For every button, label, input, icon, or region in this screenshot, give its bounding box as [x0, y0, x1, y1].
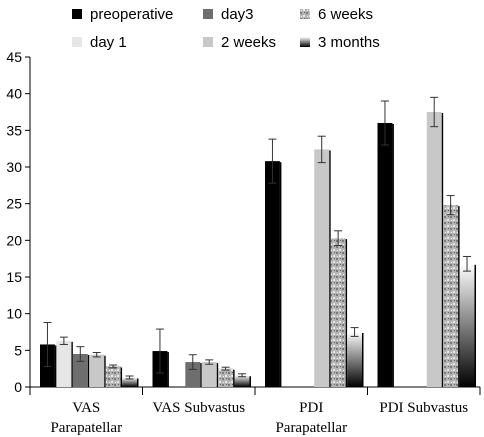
legend-label: 3 months	[318, 34, 380, 51]
bar-shadow	[200, 363, 202, 387]
y-tick-label: 30	[6, 159, 22, 175]
y-tick-label: 5	[14, 342, 22, 358]
x-tick-label: PDI Parapatellar	[275, 400, 347, 436]
bar-shadow	[458, 206, 460, 387]
bar	[459, 263, 475, 387]
legend-label: day3	[221, 6, 254, 23]
y-tick-label: 0	[14, 379, 22, 395]
x-tick-label: PDI Subvastus	[379, 400, 468, 416]
bar-shadow	[249, 376, 251, 387]
bar-shadow	[279, 162, 282, 387]
legend-swatch	[203, 9, 213, 19]
bar	[377, 123, 393, 387]
bar	[443, 205, 459, 387]
bar-shadow	[345, 239, 348, 387]
y-tick-label: 10	[6, 306, 22, 322]
bar	[56, 340, 72, 387]
bar	[89, 354, 105, 387]
bar-shadow	[120, 367, 123, 387]
legend-label: 2 weeks	[221, 34, 276, 51]
bar-shadow	[233, 369, 235, 387]
bar	[218, 368, 234, 387]
bar-shadow	[87, 355, 90, 387]
bar-shadow	[329, 150, 331, 387]
bar	[426, 112, 442, 387]
legend-label: preoperative	[90, 6, 173, 23]
legend-swatch	[300, 37, 310, 47]
bar-shadow	[167, 352, 169, 387]
bar	[314, 149, 330, 387]
legend-label: 6 weeks	[318, 6, 373, 23]
y-tick-label: 25	[6, 196, 22, 212]
bar-shadow	[441, 113, 444, 387]
bar-shadow	[104, 355, 106, 387]
bar-shadow	[216, 363, 219, 387]
axes: 0 5 10 15 20 25 30 35 40 45 VAS Parapatellar VAS Sub…	[6, 49, 481, 436]
bar	[105, 366, 121, 387]
y-tick-label: 40	[6, 86, 22, 102]
legend: preoperative day 1 day3 2 weeks 6 weeks 3 mon…	[72, 6, 380, 51]
bar	[201, 362, 217, 387]
bar	[347, 332, 362, 387]
x-tick-label: VAS Subvastus	[152, 400, 245, 416]
x-tick-label: VAS Parapatellar	[50, 400, 122, 436]
bar-shadow	[71, 341, 73, 387]
bar-shadow	[362, 333, 364, 387]
bar	[72, 354, 88, 387]
bar-shadow	[474, 264, 476, 387]
legend-swatch	[203, 37, 213, 47]
legend-label: day 1	[90, 34, 127, 51]
y-tick-label: 15	[6, 269, 22, 285]
legend-swatch	[72, 9, 82, 19]
y-tick-label: 35	[6, 122, 22, 138]
bar-shadow	[392, 124, 394, 387]
bar-shadow	[137, 378, 139, 387]
bar	[265, 161, 280, 387]
y-tick-label: 20	[6, 232, 22, 248]
bar	[185, 362, 201, 387]
legend-swatch	[72, 37, 82, 47]
y-tick-label: 45	[6, 49, 22, 65]
bars	[40, 96, 476, 387]
legend-swatch	[300, 9, 310, 19]
bar-shadow	[54, 345, 57, 387]
bar	[234, 375, 250, 387]
bar	[122, 377, 137, 387]
bar	[330, 238, 346, 387]
